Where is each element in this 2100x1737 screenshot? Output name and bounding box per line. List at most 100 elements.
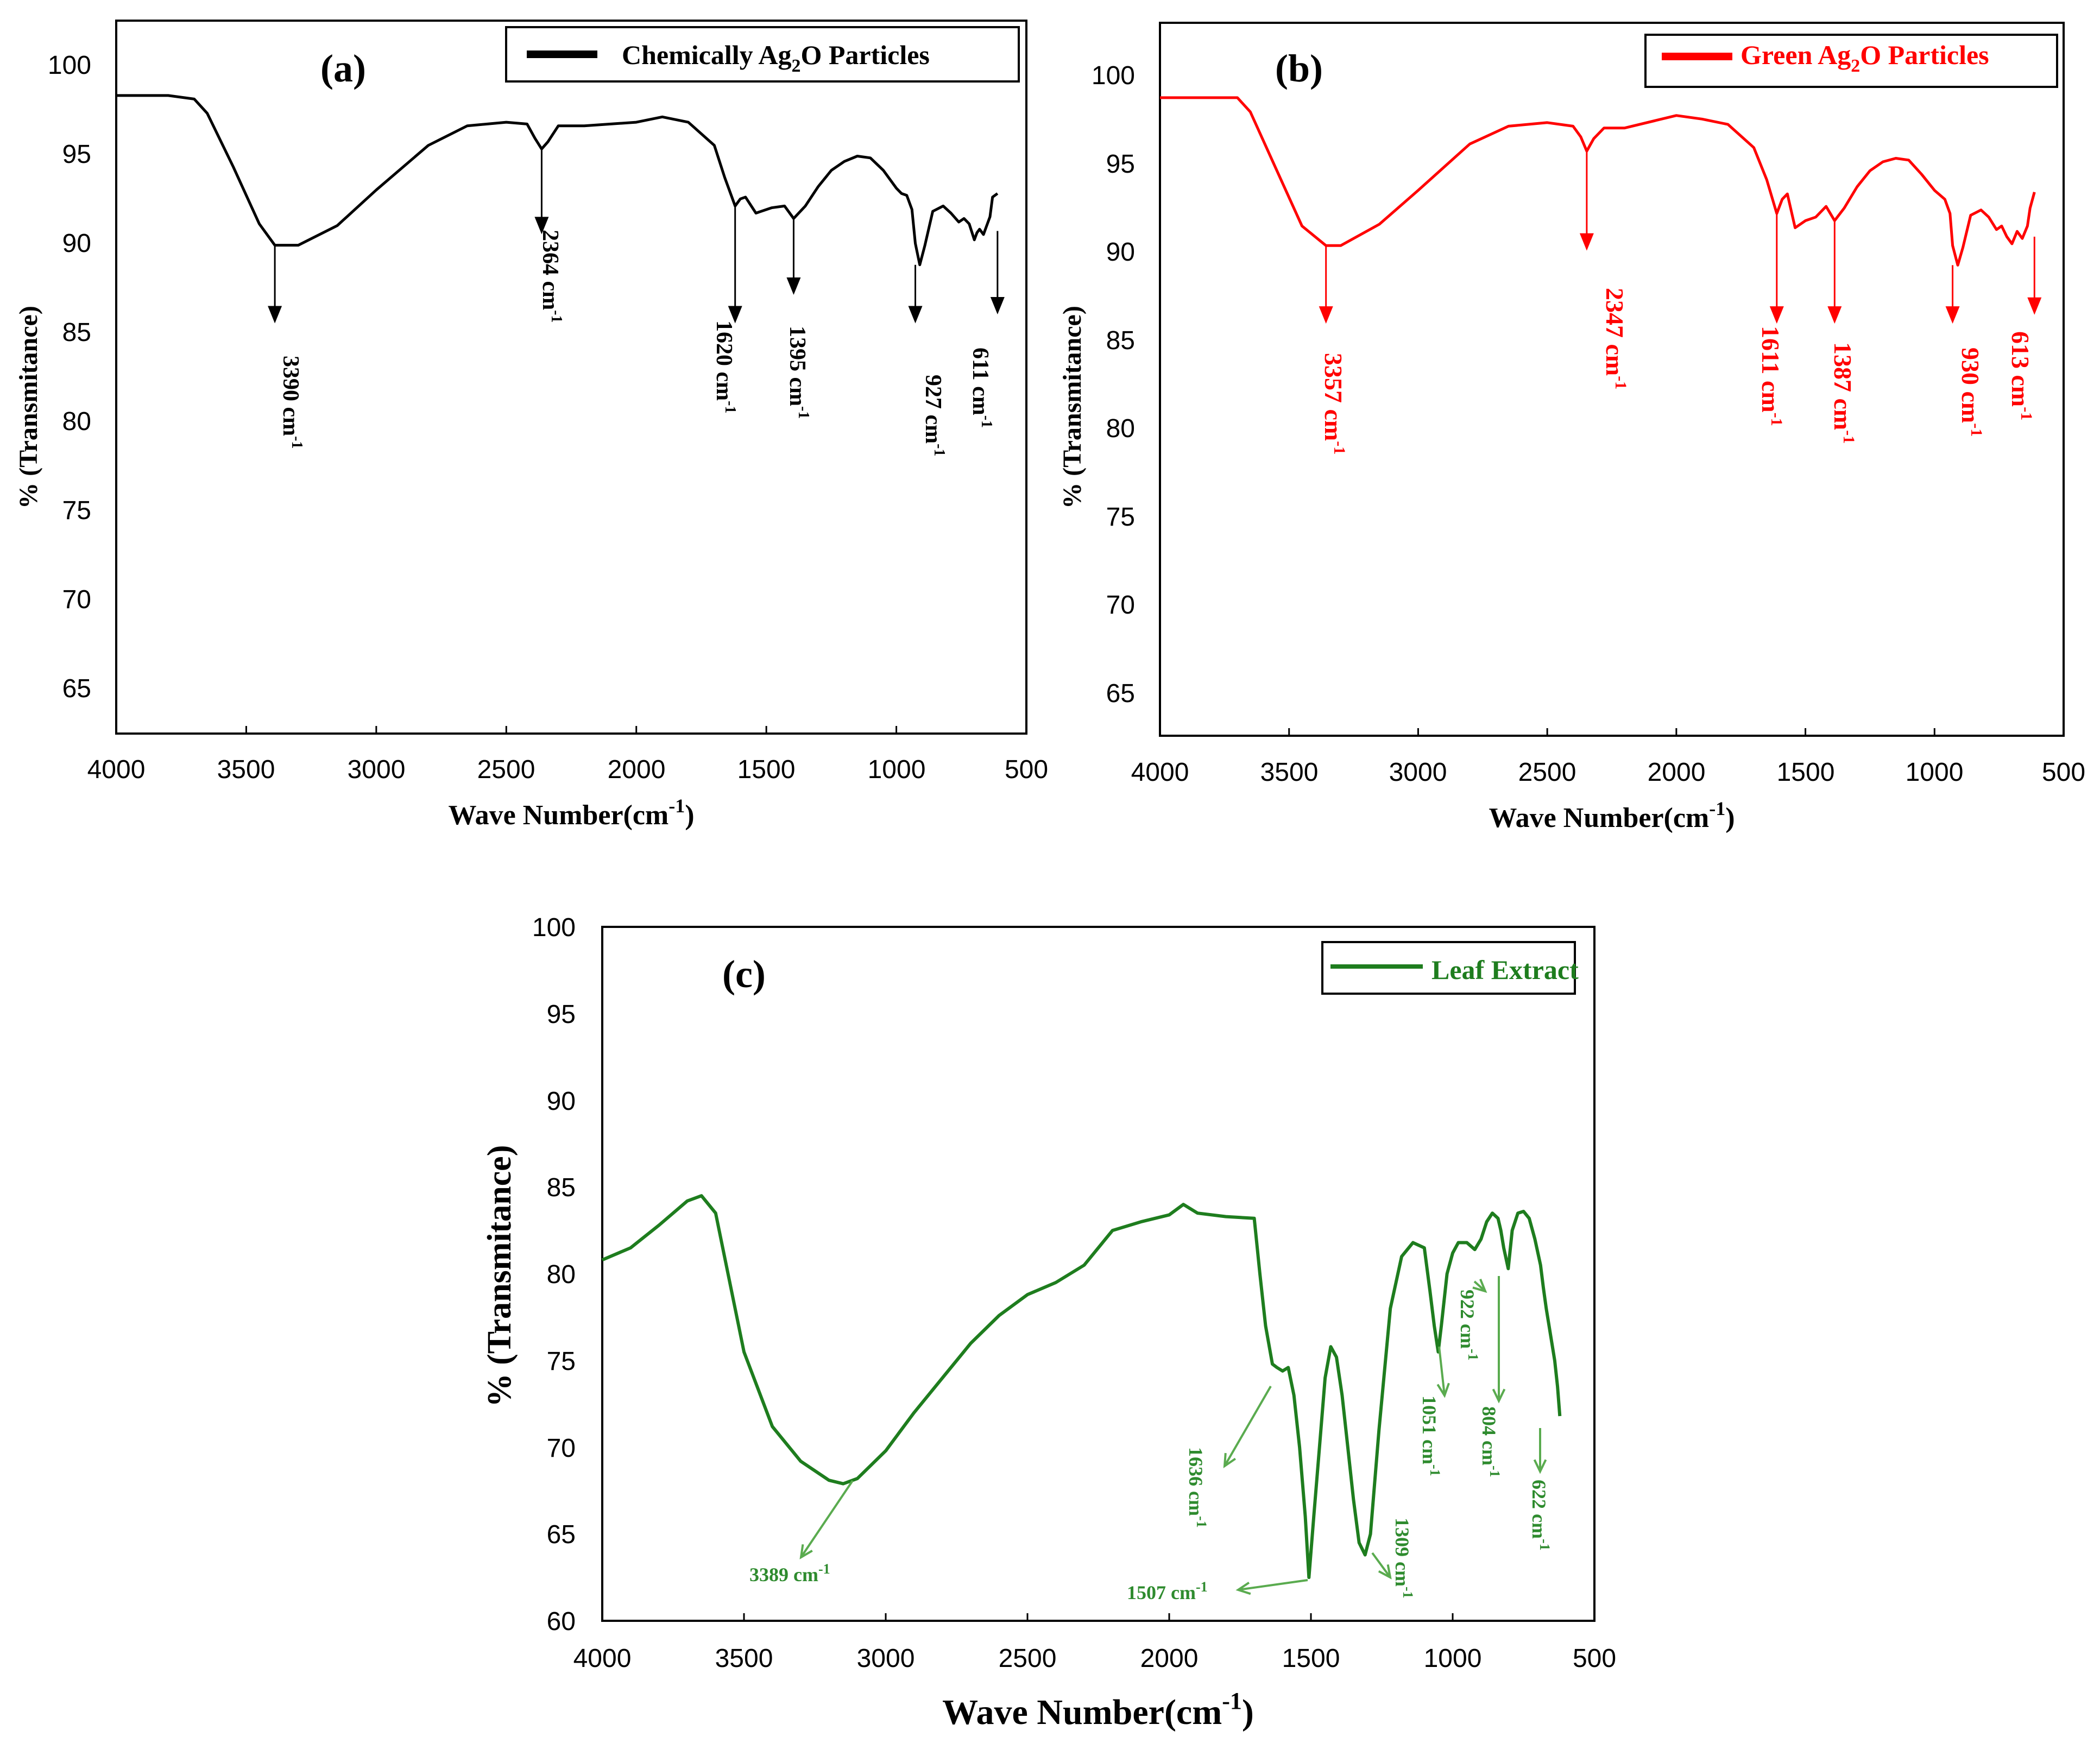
panel-c-x-tick-label: 1500	[1282, 1644, 1340, 1673]
panel-b-x-tick-label: 2500	[1518, 758, 1576, 787]
panel-b-y-tick-label: 70	[1106, 591, 1135, 620]
panel-b-annotation-arrowhead	[2027, 297, 2042, 315]
panel-c-x-tick-label: 3000	[857, 1644, 915, 1673]
panel-c-annotation-arrowhead	[1492, 1388, 1506, 1404]
panel-b-legend-text: Green Ag2O Particles	[1740, 40, 1989, 76]
panel-b-x-axis-title: Wave Number(cm-1)	[1489, 798, 1735, 833]
panel-c-annotation-arrowhead	[799, 1544, 813, 1559]
panel-a-x-tick-label: 1000	[868, 755, 926, 784]
panel-b-x-tick-label: 1000	[1906, 758, 1964, 787]
panel-b-x-tick-label: 2000	[1648, 758, 1706, 787]
panel-a-x-tick-label: 2000	[608, 755, 666, 784]
panel-a: (a) Chemically Ag2O Particles 100 95 90 …	[14, 20, 1048, 831]
panel-c-y-tick-label: 65	[547, 1520, 576, 1549]
panel-c-annotation: 1051 cm-1	[1418, 1395, 1443, 1476]
panel-b-annotation-arrowhead	[1319, 306, 1333, 324]
panel-c-annotation-arrow	[800, 1480, 854, 1558]
panel-c-annotation-arrow	[1438, 1346, 1446, 1396]
panel-a-plot-area	[115, 20, 1027, 735]
panel-b-annotation: 1611 cm-1	[1757, 326, 1786, 426]
panel-b-y-tick-label: 95	[1106, 150, 1135, 179]
panel-c-y-ticks: 100 95 90 85 80 75 70 65 60	[532, 913, 576, 1636]
panel-a-y-tick-label: 80	[62, 407, 91, 436]
panel-a-annotation: 1395 cm-1	[785, 326, 812, 419]
panel-a-y-tick-label: 65	[62, 674, 91, 703]
panel-b-annotation: 2347 cm-1	[1601, 288, 1630, 389]
series-layer	[115, 94, 2065, 1621]
panel-a-legend-suffix: O Particles	[800, 40, 929, 70]
panel-a-legend-prefix: Chemically Ag	[622, 40, 791, 70]
panel-c-annotation: 804 cm-1	[1478, 1406, 1503, 1477]
panel-c-y-tick-label: 80	[547, 1260, 576, 1289]
panel-a-annotation-label: 1395 cm-1	[785, 326, 812, 419]
panel-a-y-tick-label: 75	[62, 496, 91, 525]
panel-a-y-axis-title: % (Transmitance)	[14, 306, 43, 509]
panel-b-legend: Green Ag2O Particles	[1644, 34, 2058, 88]
panel-a-y-tick-label: 90	[62, 229, 91, 258]
panel-b-x-axis-title-main: Wave Number(cm	[1489, 803, 1709, 833]
panel-c-annotation-label: 1051 cm-1	[1418, 1395, 1443, 1476]
panel-b-legend-sub: 2	[1851, 56, 1860, 76]
panel-c-legend-prefix: Leaf Extract	[1431, 955, 1579, 985]
panel-c-x-ticks: 4000 3500 3000 2500 2000 1500 1000 500	[573, 1644, 1616, 1673]
panel-a-legend-sub: 2	[791, 56, 800, 76]
panel-c-annotation-label: 3389 cm-1	[749, 1561, 830, 1586]
panel-a-label: (a)	[320, 47, 366, 90]
panel-a-series-line	[116, 94, 999, 267]
panel-a-legend: Chemically Ag2O Particles	[505, 26, 1020, 83]
panel-b-annotation-label: 1611 cm-1	[1757, 326, 1786, 426]
panel-a-y-tick-label: 70	[62, 585, 91, 614]
panel-c-x-tick-label: 2500	[999, 1644, 1057, 1673]
panel-b-annotation-label: 930 cm-1	[1957, 348, 1985, 437]
panel-a-annotation-label: 3390 cm-1	[278, 356, 305, 449]
panel-c-x-tick-label: 4000	[573, 1644, 632, 1673]
panel-c-annotation-arrowhead	[1472, 1279, 1487, 1293]
panel-c-y-axis-title: % (Transmitance)	[481, 1145, 518, 1407]
panel-b-annotation-arrowhead	[1827, 306, 1842, 324]
panel-c-y-tick-label: 85	[547, 1173, 576, 1202]
panel-b-annotation: 930 cm-1	[1957, 348, 1985, 437]
panel-b-x-tick-label: 3000	[1389, 758, 1447, 787]
panel-c-label: (c)	[722, 952, 766, 996]
panel-b-y-tick-label: 85	[1106, 326, 1135, 355]
panel-b-annotation: 3357 cm-1	[1320, 353, 1348, 454]
panel-a-annotation-arrowhead	[268, 306, 282, 324]
panel-a-x-tick-label: 2500	[477, 755, 535, 784]
panel-a-legend-text: Chemically Ag2O Particles	[622, 40, 930, 76]
panel-c-annotation-arrow	[1238, 1579, 1308, 1591]
panel-b-annotation-arrowhead	[1945, 306, 1960, 324]
panel-b-annotation-label: 2347 cm-1	[1601, 288, 1630, 389]
panel-a-y-tick-label: 95	[62, 140, 91, 169]
panel-c-x-tick-label: 3500	[715, 1644, 773, 1673]
panel-c-x-tick-label: 1000	[1424, 1644, 1482, 1673]
panel-a-x-axis-title-close: )	[685, 800, 694, 831]
panel-a-annotation: 611 cm-1	[968, 348, 995, 428]
panel-a-annotation: 3390 cm-1	[278, 356, 305, 449]
panel-a-y-tick-label: 100	[48, 51, 91, 80]
panel-c-annotation: 1309 cm-1	[1391, 1518, 1416, 1599]
panel-b-y-tick-label: 80	[1106, 414, 1135, 443]
panel-b-annotation: 613 cm-1	[2007, 331, 2035, 420]
panel-a-annotation-arrowhead	[786, 277, 801, 295]
panel-c-y-tick-label: 95	[547, 1000, 576, 1029]
panel-c-annotation-arrowhead	[1436, 1382, 1450, 1398]
panel-b-legend-prefix: Green Ag	[1740, 40, 1851, 70]
panel-c-x-axis-title-main: Wave Number(cm	[942, 1692, 1222, 1732]
panel-b-y-tick-label: 100	[1092, 61, 1135, 90]
panel-a-x-tick-label: 500	[1005, 755, 1048, 784]
panel-c-annotation-label: 804 cm-1	[1478, 1406, 1503, 1477]
panel-c-annotation: 3389 cm-1	[749, 1561, 830, 1586]
panel-b-annotation: 1387 cm-1	[1829, 342, 1858, 444]
panel-a-x-ticks: 4000 3500 3000 2500 2000 1500 1000 500	[87, 755, 1048, 784]
panel-a-annotation-label: 611 cm-1	[968, 348, 995, 428]
panel-c-series-line	[601, 1194, 1562, 1580]
panel-b-annotation-arrowhead	[1579, 233, 1594, 251]
panel-c-x-tick-label: 2000	[1140, 1644, 1199, 1673]
panel-c-annotation-label: 1636 cm-1	[1185, 1447, 1209, 1528]
panel-a-annotation: 2364 cm-1	[538, 230, 565, 323]
panel-c-annotation: 1507 cm-1	[1127, 1579, 1208, 1603]
panel-c-annotation-arrow	[1371, 1552, 1391, 1578]
panel-c-annotations: 3389 cm-1 1636 cm-1 1507 cm-1 1309 cm-1 …	[749, 1290, 1553, 1603]
panel-c-x-axis-title-close: )	[1242, 1692, 1254, 1732]
panel-c-annotation-label: 622 cm-1	[1528, 1480, 1553, 1551]
